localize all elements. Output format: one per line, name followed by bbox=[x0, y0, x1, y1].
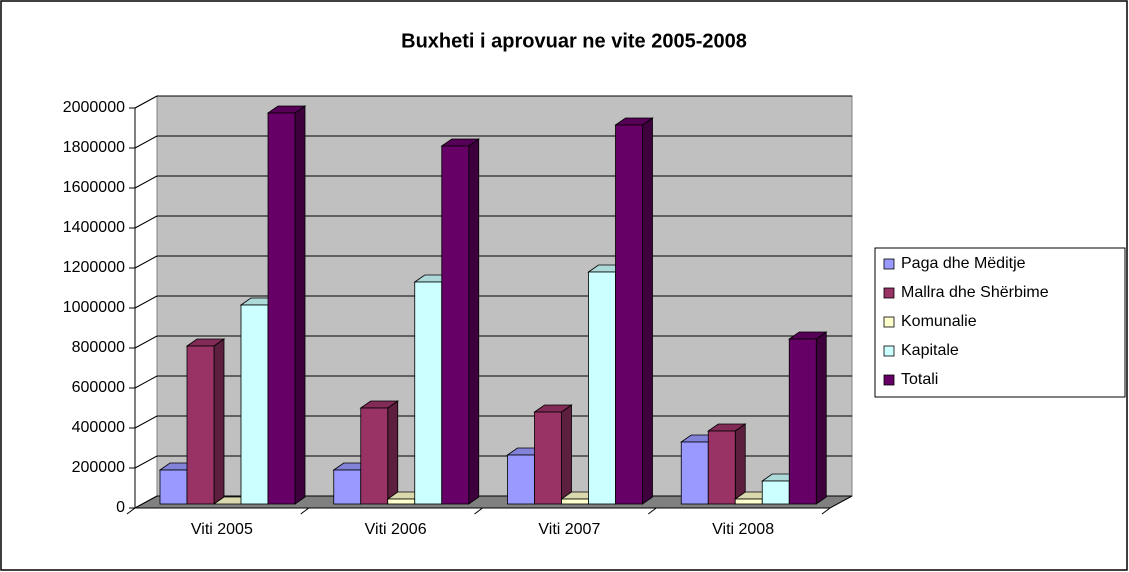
x-tick bbox=[300, 507, 310, 515]
bar-side bbox=[213, 338, 225, 505]
x-tick bbox=[126, 507, 136, 515]
bar bbox=[534, 411, 562, 505]
legend-label: Mallra dhe Shërbime bbox=[901, 284, 1049, 301]
bar bbox=[387, 498, 416, 505]
y-tick-label: 1600000 bbox=[63, 179, 125, 196]
bar bbox=[507, 454, 535, 505]
bar bbox=[707, 430, 736, 505]
bar-side bbox=[734, 423, 746, 505]
x-tick bbox=[647, 507, 657, 515]
y-tick-label: 0 bbox=[116, 499, 125, 516]
legend-label: Komunalie bbox=[901, 313, 977, 330]
x-tick bbox=[821, 507, 831, 515]
legend-label: Kapitale bbox=[901, 342, 959, 359]
bar bbox=[734, 498, 763, 505]
legend-swatch bbox=[883, 287, 895, 299]
bar-side bbox=[815, 331, 827, 505]
grid-line bbox=[134, 95, 852, 109]
bar bbox=[680, 441, 709, 505]
x-tick-label: Viti 2007 bbox=[538, 521, 600, 538]
bar-side bbox=[642, 117, 653, 505]
bar bbox=[761, 480, 790, 505]
bar bbox=[159, 469, 188, 505]
bar bbox=[333, 469, 362, 505]
y-tick-label: 800000 bbox=[72, 339, 125, 356]
bar bbox=[186, 345, 215, 505]
bar bbox=[588, 271, 616, 505]
legend-swatch bbox=[883, 316, 895, 328]
bar-side bbox=[561, 404, 572, 505]
x-tick bbox=[474, 507, 483, 515]
y-tick-label: 600000 bbox=[72, 379, 125, 396]
legend-swatch bbox=[883, 345, 895, 357]
legend-swatch bbox=[883, 374, 895, 386]
legend-label: Totali bbox=[901, 371, 938, 388]
bar-side bbox=[468, 138, 480, 505]
y-tick-label: 1200000 bbox=[63, 259, 125, 276]
y-tick-label: 2000000 bbox=[63, 99, 125, 116]
bar bbox=[360, 407, 389, 505]
legend-label: Paga dhe Mëditje bbox=[901, 255, 1026, 272]
y-tick-label: 1400000 bbox=[63, 219, 125, 236]
x-tick-label: Viti 2005 bbox=[191, 521, 253, 538]
bar bbox=[788, 338, 817, 505]
x-tick-label: Viti 2006 bbox=[365, 521, 427, 538]
bar bbox=[267, 112, 296, 505]
bar-side bbox=[294, 105, 306, 505]
bar-side bbox=[387, 400, 399, 505]
bar bbox=[561, 498, 589, 505]
legend-box bbox=[874, 247, 1126, 398]
y-tick-label: 1800000 bbox=[63, 139, 125, 156]
y-tick-label: 400000 bbox=[72, 419, 125, 436]
bar bbox=[240, 304, 269, 505]
chart-title: Buxheti i aprovuar ne vite 2005-2008 bbox=[401, 30, 747, 52]
y-tick-label: 200000 bbox=[72, 459, 125, 476]
bar bbox=[414, 281, 443, 505]
y-tick-label: 1000000 bbox=[63, 299, 125, 316]
x-tick-label: Viti 2008 bbox=[712, 521, 774, 538]
bar bbox=[441, 145, 470, 505]
bar bbox=[615, 124, 643, 505]
legend-swatch bbox=[883, 258, 895, 270]
